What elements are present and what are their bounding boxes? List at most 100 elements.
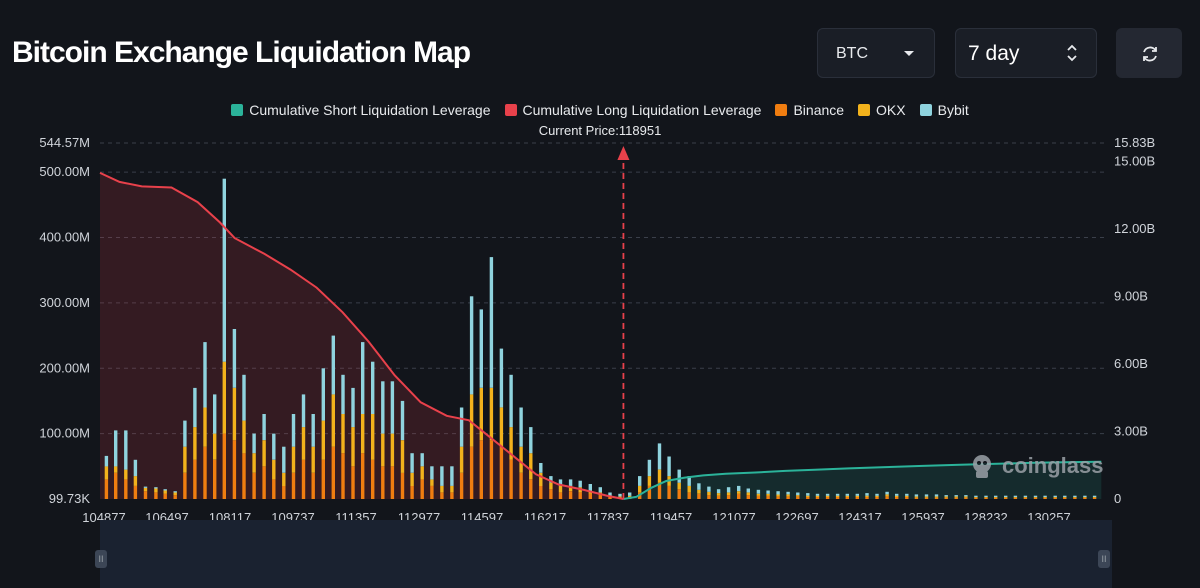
bar-okx: [282, 472, 286, 486]
bar-okx: [1023, 497, 1028, 498]
bar-binance: [282, 485, 286, 499]
bar-bybit: [331, 335, 335, 395]
y-right-tick-label: 6.00B: [1114, 356, 1148, 371]
bar-okx: [924, 496, 929, 498]
bar-bybit: [1092, 495, 1097, 497]
bar-bybit: [578, 480, 582, 488]
bar-binance: [499, 446, 504, 499]
legend-long[interactable]: Cumulative Long Liquidation Leverage: [504, 102, 761, 118]
legend-binance[interactable]: Binance: [775, 102, 844, 118]
bar-binance: [104, 479, 109, 499]
bar-okx: [479, 387, 483, 441]
cumulative-long-area: [100, 172, 624, 499]
bar-binance: [450, 492, 454, 499]
legend-short[interactable]: Cumulative Short Liquidation Leverage: [231, 102, 491, 118]
legend-label-okx: OKX: [876, 102, 906, 118]
range-select[interactable]: 7 day: [955, 28, 1097, 78]
bar-binance: [232, 440, 237, 499]
bar-binance: [1023, 497, 1028, 499]
bar-okx: [716, 493, 721, 496]
bar-binance: [351, 466, 355, 499]
bar-binance: [1004, 497, 1008, 499]
bar-bybit: [193, 387, 197, 428]
bar-binance: [262, 466, 266, 499]
bar-okx: [193, 427, 197, 460]
bar-bybit: [944, 495, 948, 497]
bar-binance: [796, 496, 800, 499]
bar-bybit: [776, 491, 780, 495]
bar-okx: [865, 495, 869, 497]
bar-okx: [311, 446, 315, 473]
bar-okx: [272, 459, 276, 480]
bar-okx: [1073, 497, 1077, 498]
bar-okx: [756, 493, 761, 496]
coin-select[interactable]: BTC: [817, 28, 935, 78]
range-scroller[interactable]: [100, 520, 1112, 588]
bar-binance: [815, 497, 820, 499]
scroller-handle-right[interactable]: II: [1098, 550, 1110, 568]
bar-okx: [489, 387, 494, 441]
bar-bybit: [934, 494, 939, 497]
bar-binance: [509, 459, 513, 499]
updown-icon: [1067, 44, 1077, 62]
bar-okx: [974, 497, 978, 498]
bar-bybit: [410, 453, 414, 473]
bar-okx: [154, 488, 158, 493]
bar-bybit: [914, 494, 919, 497]
bar-okx: [647, 476, 652, 486]
bar-bybit: [984, 495, 988, 497]
bar-bybit: [262, 414, 266, 441]
bar-binance: [420, 479, 424, 499]
bar-binance: [311, 472, 315, 499]
bar-binance: [203, 446, 207, 499]
scroller-handle-left[interactable]: II: [95, 550, 107, 568]
legend-okx[interactable]: OKX: [858, 102, 906, 118]
bar-okx: [806, 495, 810, 497]
bar-binance: [361, 453, 365, 499]
bar-okx: [400, 440, 405, 473]
bar-bybit: [825, 493, 830, 496]
bar-okx: [1083, 497, 1087, 498]
bar-binance: [1073, 497, 1077, 499]
bar-bybit: [895, 493, 899, 496]
bar-bybit: [1063, 495, 1067, 497]
legend-bybit[interactable]: Bybit: [919, 102, 969, 118]
bar-okx: [291, 446, 296, 473]
watermark: coinglass: [968, 452, 1103, 480]
bar-binance: [756, 495, 761, 499]
bar-okx: [697, 489, 701, 494]
bar-okx: [381, 433, 385, 467]
bar-bybit: [381, 381, 385, 434]
bar-binance: [716, 495, 721, 499]
bar-binance: [213, 459, 217, 499]
bar-okx: [390, 433, 395, 467]
bar-bybit: [459, 407, 464, 447]
bar-bybit: [430, 466, 434, 480]
bar-okx: [459, 446, 464, 473]
bar-okx: [371, 414, 375, 460]
bar-binance: [677, 489, 681, 499]
bar-binance: [667, 485, 671, 499]
bar-okx: [855, 495, 859, 497]
page-title: Bitcoin Exchange Liquidation Map: [12, 36, 471, 69]
bar-binance: [568, 491, 573, 499]
legend-label-short: Cumulative Short Liquidation Leverage: [249, 102, 491, 118]
bar-bybit: [133, 459, 138, 477]
bar-okx: [1004, 497, 1008, 498]
chart-legend: Cumulative Short Liquidation Leverage Cu…: [0, 102, 1200, 118]
refresh-button[interactable]: [1116, 28, 1182, 78]
bar-bybit: [964, 495, 968, 497]
bar-binance: [331, 446, 335, 499]
bar-okx: [944, 496, 948, 498]
bar-bybit: [954, 495, 958, 497]
bar-okx: [529, 453, 533, 480]
bar-bybit: [154, 487, 158, 489]
bar-okx: [203, 407, 207, 447]
bar-bybit: [657, 443, 662, 470]
bar-binance: [1053, 497, 1057, 499]
bar-bybit: [272, 433, 276, 460]
bar-okx: [638, 485, 642, 493]
bar-okx: [430, 479, 434, 486]
bar-bybit: [1053, 495, 1057, 497]
bar-okx: [914, 496, 919, 498]
